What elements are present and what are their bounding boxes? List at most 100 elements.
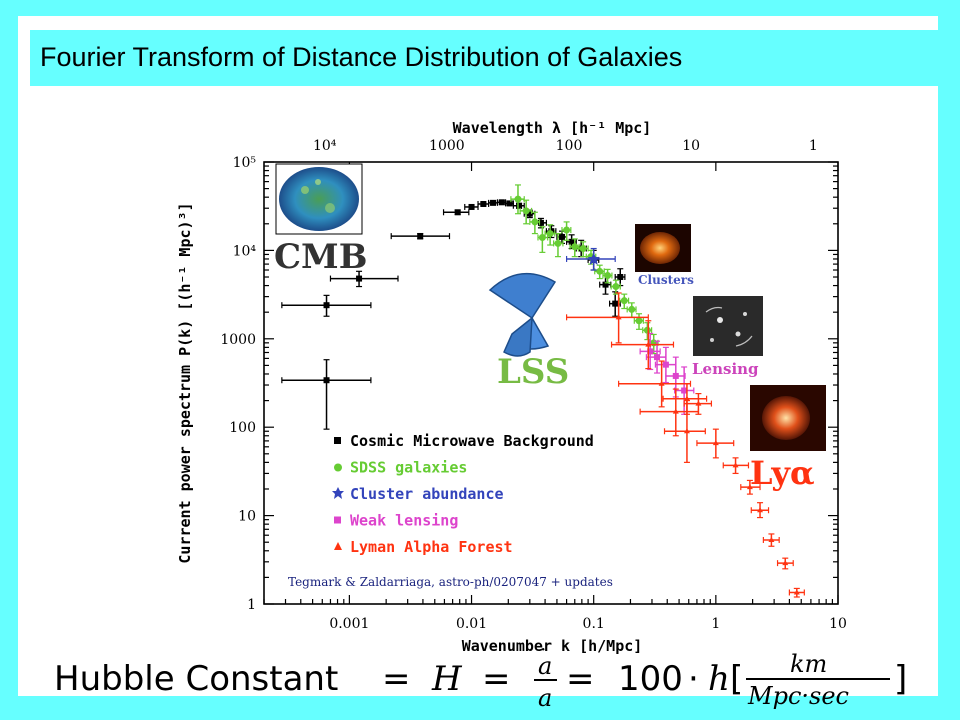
formula-equals-3: =: [566, 659, 595, 699]
cosmic-microwave-background-point: [329, 270, 399, 288]
lyman-alpha-forest-marker: [793, 589, 800, 595]
sdss-galaxies-marker: [563, 226, 571, 234]
lyman-alpha-forest-marker: [683, 395, 690, 401]
legend-label-cosmic-microwave-background: Cosmic Microwave Background: [350, 432, 594, 450]
top-tick-label: 10: [682, 138, 700, 154]
weak-lensing-marker: [654, 354, 661, 361]
slide-right-border: [938, 0, 960, 720]
cosmic-microwave-background-point: [496, 199, 507, 206]
cosmic-microwave-background-point: [512, 202, 525, 209]
sdss-galaxies-point: [602, 268, 613, 284]
cmb-sky-map-image: [275, 163, 363, 235]
sdss-galaxies-marker: [546, 230, 554, 238]
lyman-alpha-forest-marker: [645, 341, 652, 347]
sdss-galaxies-point: [642, 322, 653, 341]
lyman-alpha-forest-marker: [672, 408, 679, 414]
sdss-galaxies-point: [537, 226, 549, 253]
lyman-alpha-forest-marker: [732, 462, 739, 468]
sdss-galaxies-marker: [628, 305, 636, 313]
formula-svg: Hubble Constant = H = a · a = 100 · h [ …: [54, 644, 907, 710]
lyman-alpha-forest-point: [683, 392, 713, 415]
weak-lensing-marker: [647, 348, 654, 355]
lyman-alpha-forest-point: [662, 383, 708, 415]
legend-marker-cosmic-microwave-background: [334, 437, 341, 444]
cosmic-microwave-background-marker: [490, 199, 497, 206]
formula-adot: a: [538, 652, 552, 680]
cosmic-microwave-background-marker: [417, 233, 424, 240]
weak-lensing-marker: [662, 361, 669, 368]
lensing-image: [693, 296, 763, 356]
legend: Cosmic Microwave Background SDSS galaxies…: [332, 432, 594, 556]
formula-right-bracket: ]: [894, 659, 907, 699]
legend-label-cluster-abundance: Cluster abundance: [350, 485, 504, 503]
cosmic-microwave-background-marker: [323, 302, 330, 309]
cosmic-microwave-background-marker: [612, 300, 619, 307]
cluster-abundance-marker: [587, 252, 600, 265]
weak-lensing-marker: [672, 372, 679, 379]
lyman-alpha-forest-point: [776, 557, 794, 570]
lya-label: Lyα: [750, 454, 815, 492]
page-title: Fourier Transform of Distance Distributi…: [40, 42, 683, 72]
cosmic-microwave-background-point: [390, 232, 451, 240]
lyman-alpha-forest-marker: [695, 400, 702, 406]
lyman-alpha-forest-point: [762, 533, 780, 547]
lyman-alpha-forest-marker: [683, 428, 690, 434]
lss-survey-wedge-image: [488, 272, 557, 357]
sdss-galaxies-marker: [612, 283, 620, 291]
weak-lensing-marker: [681, 387, 688, 394]
x-tick-label: 0.001: [329, 616, 369, 632]
formula-left-bracket: [: [730, 659, 743, 699]
sdss-galaxies-point: [577, 241, 589, 258]
cosmic-microwave-background-marker: [558, 233, 565, 240]
formula-label: Hubble Constant: [54, 659, 338, 699]
lensing-label: Lensing: [692, 360, 759, 378]
x-tick-label: 0.1: [583, 616, 605, 632]
lyman-alpha-image: [750, 385, 826, 451]
formula-cdot: ·: [688, 659, 699, 699]
legend-marker-sdss-galaxies: [334, 463, 342, 472]
formula-hundred: 100: [618, 659, 683, 699]
y-axis-ticks: 1 10 100 1000 10⁴ 10⁵: [220, 155, 838, 613]
y-tick-label: 10⁵: [233, 155, 257, 171]
lyman-alpha-forest-point: [788, 587, 805, 598]
sdss-galaxies-marker: [596, 267, 604, 275]
top-tick-label: 100: [556, 138, 583, 154]
lyman-alpha-forest-point: [639, 388, 700, 437]
plot-frame: [263, 161, 839, 605]
x-axis-ticks: 0.001 0.01 0.1 1 10: [263, 162, 847, 632]
cosmic-microwave-background-marker: [602, 281, 609, 288]
lyman-alpha-forest-point: [663, 399, 706, 463]
sdss-galaxies-marker: [571, 243, 579, 251]
lyman-alpha-forest-marker: [658, 380, 665, 386]
lyman-alpha-forest-marker: [712, 440, 719, 446]
y-tick-label: 1000: [220, 332, 256, 348]
x-tick-label: 1: [711, 616, 720, 632]
legend-label-sdss-galaxies: SDSS galaxies: [350, 459, 467, 477]
lyman-alpha-forest-point: [696, 428, 735, 459]
sdss-galaxies-point: [569, 238, 580, 258]
clusters-label: Clusters: [638, 273, 694, 287]
lyman-alpha-forest-marker: [615, 314, 622, 320]
top-axis-ticks: 10⁴ 1000 100 10 1: [313, 138, 818, 154]
cosmic-microwave-background-point: [565, 234, 577, 250]
formula-unit-numerator: km: [790, 650, 827, 678]
cosmic-microwave-background-marker: [537, 219, 544, 226]
legend-marker-lyman-alpha-forest: [334, 542, 342, 550]
sdss-galaxies-point: [594, 264, 605, 280]
cosmic-microwave-background-marker: [506, 200, 513, 207]
cosmic-microwave-background-point: [464, 203, 479, 210]
cosmic-microwave-background-marker: [468, 203, 475, 210]
x-tick-label: 10: [829, 616, 847, 632]
sdss-galaxies-marker: [514, 195, 522, 203]
sdss-galaxies-marker: [554, 239, 562, 247]
sdss-galaxies-point: [544, 224, 556, 246]
legend-label-weak-lensing: Weak lensing: [350, 512, 458, 530]
y-axis-title: Current power spectrum P(k) [(h⁻¹ Mpc)³]: [176, 202, 194, 563]
cmb-label: CMB: [274, 237, 367, 277]
lyman-alpha-forest-point: [750, 502, 770, 519]
data-layer: [281, 184, 805, 598]
y-tick-label: 100: [229, 420, 256, 436]
top-axis-title: Wavelength λ [h⁻¹ Mpc]: [453, 119, 652, 137]
formula-hubble-symbol: H: [431, 659, 463, 699]
